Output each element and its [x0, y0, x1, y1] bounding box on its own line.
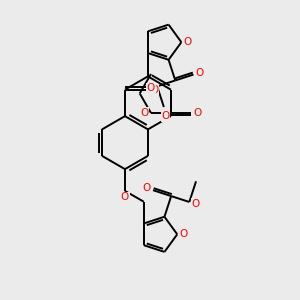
Text: O: O [143, 183, 151, 193]
Text: O: O [183, 37, 191, 47]
Text: O: O [147, 83, 155, 93]
Text: O: O [140, 108, 148, 118]
Text: O: O [161, 111, 170, 121]
Text: O: O [121, 192, 129, 202]
Text: O: O [193, 108, 201, 118]
Text: O: O [180, 229, 188, 239]
Text: O: O [150, 85, 158, 94]
Text: O: O [196, 68, 204, 78]
Text: O: O [191, 199, 200, 209]
